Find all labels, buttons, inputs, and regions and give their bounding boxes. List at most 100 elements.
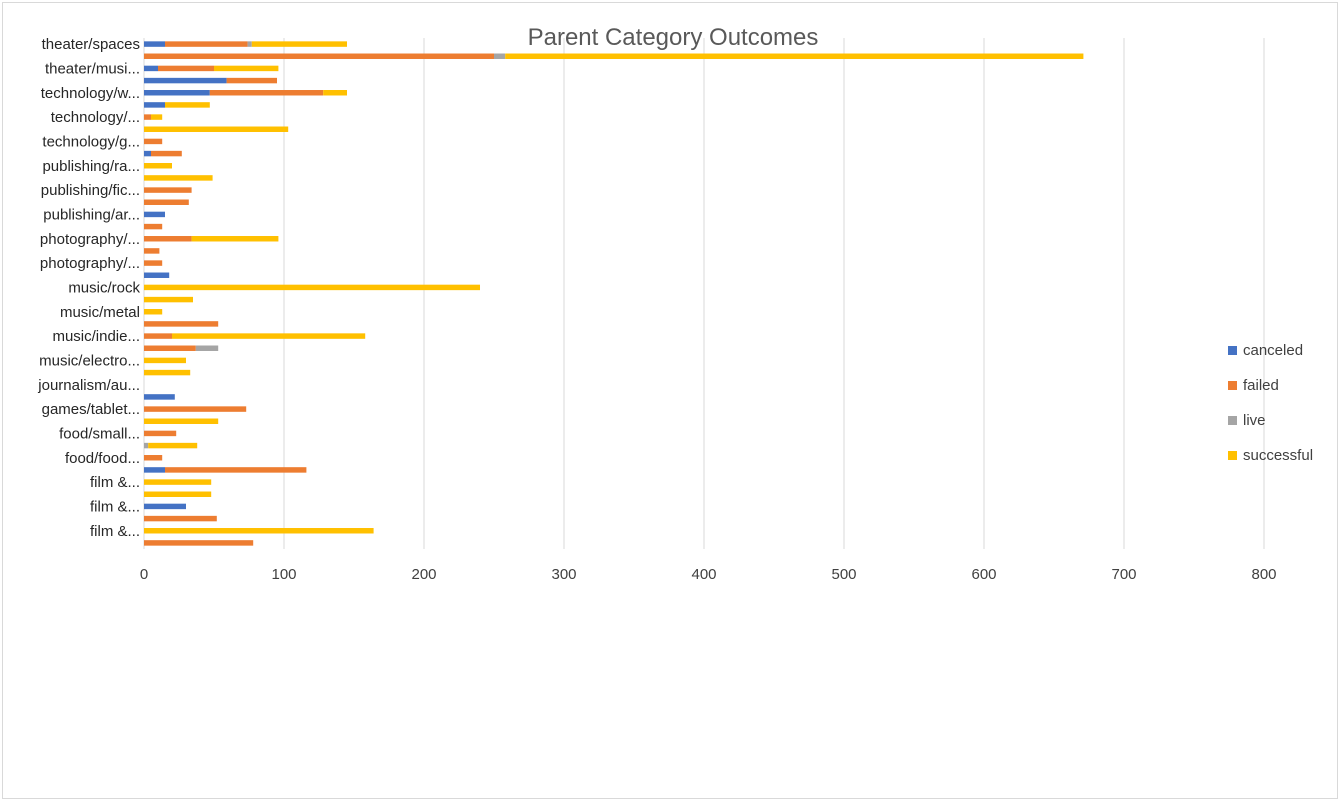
bar-failed-9 xyxy=(151,150,182,157)
bar-canceled-5 xyxy=(144,102,165,108)
bar-failed-15 xyxy=(144,223,163,230)
category-label-7: publishing/ar... xyxy=(43,206,140,223)
bar-failed-2 xyxy=(158,65,214,72)
bar-failed-1 xyxy=(144,53,494,59)
category-label-6: publishing/fic... xyxy=(41,182,140,199)
bar-live-0 xyxy=(247,41,252,47)
bar-successful-36 xyxy=(144,479,212,485)
bar-canceled-9 xyxy=(144,150,151,157)
x-tick-label-0: 0 xyxy=(140,566,148,583)
bar-failed-23 xyxy=(144,321,219,327)
bar-successful-37 xyxy=(144,491,212,497)
bar-failed-0 xyxy=(165,41,248,47)
x-tick-label-500: 500 xyxy=(831,566,856,583)
bar-canceled-38 xyxy=(144,503,186,510)
grid-layer xyxy=(143,38,1265,549)
legend-swatch-successful xyxy=(1228,451,1237,460)
legend-swatch-failed xyxy=(1228,381,1237,390)
bar-failed-35 xyxy=(165,467,307,473)
bar-successful-6 xyxy=(151,114,163,120)
legend: canceled failed live successful xyxy=(1228,342,1313,464)
bar-failed-13 xyxy=(144,199,189,205)
bar-failed-3 xyxy=(226,77,277,84)
bar-failed-25 xyxy=(144,345,196,351)
bar-failed-4 xyxy=(209,90,324,96)
bar-failed-6 xyxy=(144,114,151,120)
x-tick-label-700: 700 xyxy=(1111,566,1136,583)
bar-canceled-19 xyxy=(144,272,170,278)
category-label-13: music/electro... xyxy=(39,352,140,369)
bar-canceled-3 xyxy=(144,77,227,84)
category-label-20: film &... xyxy=(90,523,140,540)
bar-successful-11 xyxy=(144,175,213,181)
legend-label-failed: failed xyxy=(1243,377,1279,394)
category-label-3: technology/... xyxy=(51,109,140,126)
bar-successful-27 xyxy=(144,369,191,376)
category-labels: theater/spaces theater/musi... technology/… xyxy=(37,36,140,540)
category-label-11: music/metal xyxy=(60,304,140,321)
chart-title: Parent Category Outcomes xyxy=(528,24,819,51)
bar-successful-7 xyxy=(144,126,289,132)
bar-successful-20 xyxy=(144,284,480,291)
bar-successful-4 xyxy=(323,90,347,96)
bar-canceled-35 xyxy=(144,467,165,473)
legend-label-canceled: canceled xyxy=(1243,342,1303,359)
category-label-10: music/rock xyxy=(68,279,140,296)
x-tick-label-100: 100 xyxy=(271,566,296,583)
bar-successful-1 xyxy=(505,53,1084,59)
x-tick-label-600: 600 xyxy=(971,566,996,583)
category-label-8: photography/... xyxy=(40,231,140,248)
bar-successful-24 xyxy=(172,333,366,339)
bar-successful-2 xyxy=(214,65,279,72)
category-label-5: publishing/ra... xyxy=(42,158,140,175)
x-tick-label-400: 400 xyxy=(691,566,716,583)
bar-canceled-29 xyxy=(144,394,175,400)
bar-successful-40 xyxy=(144,528,374,534)
bar-failed-16 xyxy=(144,236,192,242)
category-label-9: photography/... xyxy=(40,255,140,272)
category-label-19: film &... xyxy=(90,498,140,515)
bar-failed-32 xyxy=(144,430,177,437)
bar-successful-26 xyxy=(144,357,186,364)
bar-live-25 xyxy=(195,345,219,351)
bars-layer xyxy=(144,41,1084,546)
bar-successful-5 xyxy=(165,102,210,108)
bar-successful-22 xyxy=(144,309,163,315)
legend-label-live: live xyxy=(1243,412,1266,429)
bar-canceled-2 xyxy=(144,65,158,72)
bar-live-1 xyxy=(494,53,506,59)
bar-failed-41 xyxy=(144,540,254,546)
bar-canceled-0 xyxy=(144,41,165,47)
category-label-12: music/indie... xyxy=(52,328,140,345)
bar-failed-24 xyxy=(144,333,172,339)
legend-swatch-live xyxy=(1228,416,1237,425)
bar-failed-12 xyxy=(144,187,192,193)
category-label-2: technology/w... xyxy=(41,85,140,102)
bar-failed-30 xyxy=(144,406,247,412)
category-label-0: theater/spaces xyxy=(42,36,140,53)
legend-label-successful: successful xyxy=(1243,447,1313,464)
bar-failed-17 xyxy=(144,248,160,254)
bar-canceled-4 xyxy=(144,90,210,96)
x-tick-label-800: 800 xyxy=(1251,566,1276,583)
bar-canceled-14 xyxy=(144,211,165,218)
bar-live-33 xyxy=(144,442,149,449)
stacked-bar-chart: theater/spaces theater/musi... technology/… xyxy=(37,24,1313,583)
category-label-1: theater/musi... xyxy=(45,60,140,77)
bar-successful-16 xyxy=(191,236,279,242)
legend-swatch-canceled xyxy=(1228,346,1237,355)
bar-failed-18 xyxy=(144,260,163,266)
bar-failed-39 xyxy=(144,515,217,522)
bar-failed-8 xyxy=(144,138,163,145)
bar-successful-10 xyxy=(144,163,172,169)
x-tick-label-300: 300 xyxy=(551,566,576,583)
category-label-14: journalism/au... xyxy=(37,377,140,394)
x-tick-label-200: 200 xyxy=(411,566,436,583)
bar-failed-34 xyxy=(144,455,163,461)
category-label-17: food/food... xyxy=(65,450,140,467)
bar-successful-21 xyxy=(144,296,193,303)
bar-successful-31 xyxy=(144,418,219,424)
bar-successful-33 xyxy=(148,442,198,449)
category-label-18: film &... xyxy=(90,474,140,491)
